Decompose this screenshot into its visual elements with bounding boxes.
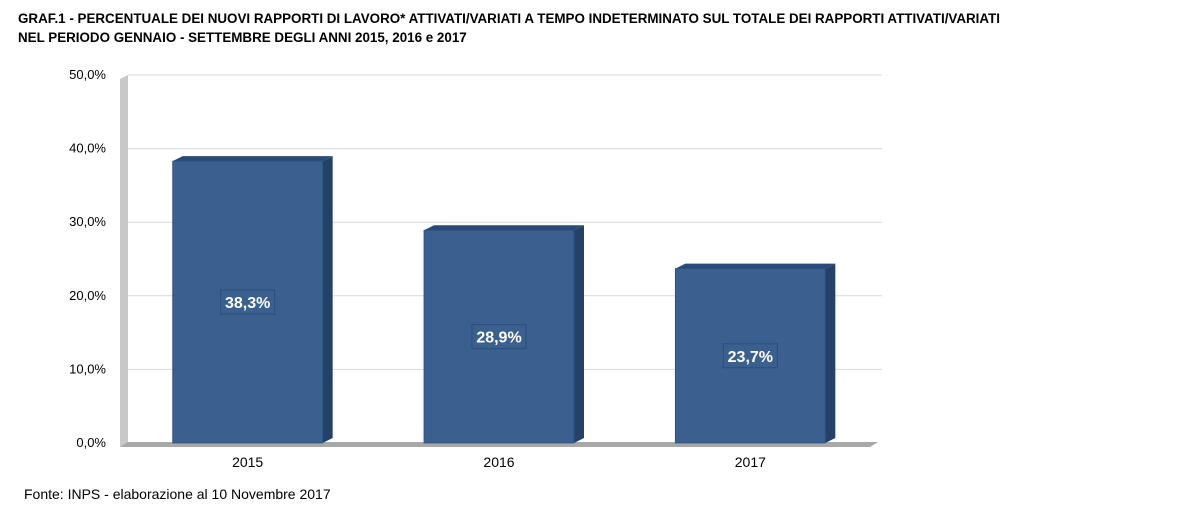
bar-top: [675, 263, 836, 269]
data-label-box: [722, 343, 778, 369]
chart-wall: [120, 75, 128, 447]
chart-title: GRAF.1 - PERCENTUALE DEI NUOVI RAPPORTI …: [18, 9, 1188, 47]
y-tick-label: 40,0%: [69, 141, 106, 156]
data-label-box: [220, 289, 276, 315]
bar-side: [574, 225, 584, 443]
y-tick-label: 20,0%: [69, 288, 106, 303]
y-tick-label: 30,0%: [69, 214, 106, 229]
bar-top: [424, 225, 584, 231]
data-label: 23,7%: [728, 349, 773, 366]
bar-chart: 0,0% 10,0% 20,0% 30,0% 40,0% 50,0% 38,3% 2015 28…: [69, 67, 882, 470]
x-tick-label: 2016: [483, 454, 514, 470]
y-tick-label: 10,0%: [69, 361, 106, 376]
bar-side: [322, 156, 333, 443]
y-tick-label: 50,0%: [69, 67, 106, 82]
chart-title-line-2: NEL PERIODO GENNAIO - SETTEMBRE DEGLI AN…: [18, 30, 467, 45]
source-note: Fonte: INPS - elaborazione al 10 Novembr…: [24, 486, 331, 502]
x-tick-label: 2017: [735, 454, 766, 470]
y-tick-label: 0,0%: [76, 435, 106, 450]
data-label-box: [471, 324, 527, 350]
x-tick-label: 2015: [232, 454, 263, 470]
bar-top: [172, 156, 333, 162]
chart-title-line-1: GRAF.1 - PERCENTUALE DEI NUOVI RAPPORTI …: [18, 11, 1000, 26]
bar-side: [825, 263, 836, 443]
data-label: 28,9%: [476, 330, 521, 347]
data-label: 38,3%: [225, 295, 270, 312]
